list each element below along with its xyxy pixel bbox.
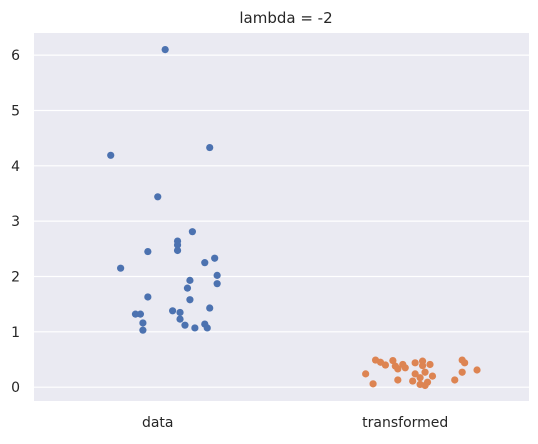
point-data [139,319,147,327]
point-data [144,293,152,301]
point-transformed [362,370,370,378]
point-transformed [394,376,402,384]
point-transformed [426,360,434,369]
y-tick-label: 2 [11,269,20,285]
point-transformed [473,366,481,374]
point-transformed [451,376,459,384]
point-transformed [421,368,429,376]
point-transformed [411,359,419,367]
grid-lines [34,54,529,388]
point-data [181,321,189,329]
point-transformed [381,361,390,369]
point-data [186,296,194,304]
point-data [188,228,196,236]
point-transformed [421,381,429,390]
y-tick-label: 5 [11,103,20,119]
plot-area [34,33,529,401]
point-data [107,151,115,159]
point-data [173,241,182,249]
point-transformed [401,364,409,372]
y-axis-ticks: 0 1 2 3 4 5 6 [11,48,20,396]
point-data [213,280,221,288]
y-tick-label: 1 [11,325,20,341]
point-data [117,264,125,272]
point-data [176,315,184,323]
point-transformed [418,361,427,370]
point-data [201,259,209,267]
y-tick-label: 6 [11,48,20,64]
point-transformed [389,357,397,365]
point-data [173,246,182,255]
point-transformed [411,370,419,378]
chart-title: lambda = -2 [239,9,332,27]
point-data [139,326,147,334]
point-data [183,284,192,292]
point-transformed [394,365,402,373]
point-transformed [428,372,437,380]
data-points [107,46,481,390]
point-data [186,276,194,284]
point-data [191,324,199,332]
point-data [213,271,221,279]
point-transformed [458,368,466,376]
point-data [144,247,152,256]
point-data [176,308,184,317]
point-transformed [409,377,417,385]
y-tick-label: 4 [11,159,20,175]
point-data [169,307,177,315]
x-tick-label-data: data [142,415,174,431]
point-data [161,46,169,54]
point-data [211,254,219,262]
point-transformed [369,380,377,388]
y-tick-label: 3 [11,214,20,230]
point-data [154,193,162,201]
point-data [203,324,211,332]
x-tick-label-transformed: transformed [362,415,448,431]
point-transformed [461,359,469,367]
point-data [131,310,140,318]
y-tick-label: 0 [11,380,20,396]
x-axis-ticks: data transformed [142,415,448,431]
point-data [206,304,214,312]
point-data [206,143,214,152]
point-transformed [416,374,424,382]
point-data [136,310,145,318]
